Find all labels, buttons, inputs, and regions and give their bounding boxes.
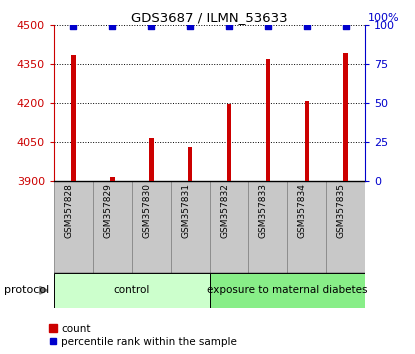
Bar [54,181,93,273]
Text: GSM357832: GSM357832 [220,183,229,238]
Bar [71,55,76,181]
Text: GSM357833: GSM357833 [259,183,268,238]
Text: GSM357830: GSM357830 [142,183,151,238]
Text: GSM357831: GSM357831 [181,183,190,238]
Bar [287,181,326,273]
Bar [227,104,232,181]
Bar [54,273,210,308]
Point [148,23,154,29]
Text: 100%: 100% [369,13,400,23]
Bar [344,53,348,181]
Bar [110,177,115,181]
Bar [210,181,249,273]
Bar [132,181,171,273]
Point [342,23,349,29]
Text: GSM357835: GSM357835 [337,183,346,238]
Bar [249,181,287,273]
Title: GDS3687 / ILMN_53633: GDS3687 / ILMN_53633 [131,11,288,24]
Text: control: control [114,285,150,295]
Legend: count, percentile rank within the sample: count, percentile rank within the sample [47,321,239,349]
Bar [210,273,365,308]
Point [265,23,271,29]
Text: GSM357829: GSM357829 [103,183,112,238]
Point [109,23,116,29]
Point [303,23,310,29]
Bar [326,181,365,273]
Bar [149,138,154,181]
Text: exposure to maternal diabetes: exposure to maternal diabetes [207,285,368,295]
Text: GSM357828: GSM357828 [64,183,73,238]
Bar [266,58,270,181]
Bar [305,101,309,181]
Point [226,23,232,29]
Bar [188,147,193,181]
Text: GSM357834: GSM357834 [298,183,307,238]
Bar [93,181,132,273]
Text: protocol: protocol [4,285,49,295]
Point [187,23,193,29]
Point [70,23,77,29]
Bar [171,181,210,273]
